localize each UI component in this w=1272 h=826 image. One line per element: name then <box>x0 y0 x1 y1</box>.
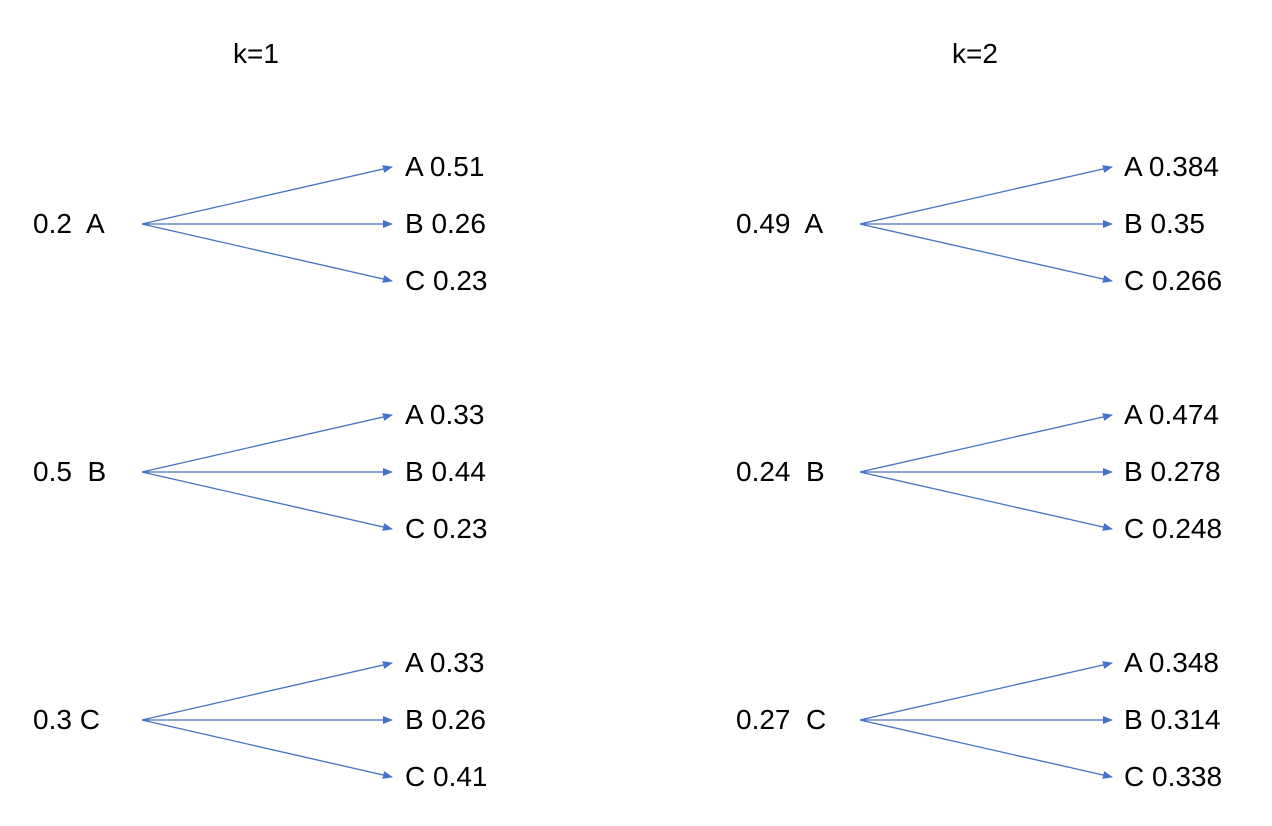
target-label: C 0.248 <box>1124 513 1223 544</box>
target-label: A 0.51 <box>405 151 485 182</box>
arrow-k1-a-to-a <box>141 165 393 225</box>
target-label: C 0.41 <box>405 761 488 792</box>
arrow-k2-b-to-a <box>859 413 1113 473</box>
arrow-k1-c-to-a <box>141 661 393 721</box>
target-label: C 0.23 <box>405 265 488 296</box>
target-label: C 0.266 <box>1124 265 1223 296</box>
arrow-k1-a-to-c <box>141 223 393 283</box>
target-label: A 0.348 <box>1124 647 1219 678</box>
target-label: A 0.384 <box>1124 151 1219 182</box>
source-label: 0.2 A <box>33 208 105 239</box>
target-label: A 0.33 <box>405 399 485 430</box>
group-k2-c-arrows <box>859 661 1113 779</box>
group-k2-a-arrows <box>859 165 1113 283</box>
target-label: B 0.314 <box>1124 704 1221 735</box>
panel-k2-arrows <box>859 165 1113 779</box>
source-label: 0.49 A <box>736 208 824 239</box>
group-k1-c-arrows <box>141 661 393 779</box>
target-label: C 0.338 <box>1124 761 1223 792</box>
group-k1-b-arrows <box>141 413 393 531</box>
arrow-k1-b-to-c <box>141 471 393 531</box>
target-label: B 0.26 <box>405 704 486 735</box>
target-label: C 0.23 <box>405 513 488 544</box>
group-k1-a-arrows <box>141 165 393 283</box>
group-k2-b-arrows <box>859 413 1113 531</box>
target-label: A 0.474 <box>1124 399 1219 430</box>
arrow-k2-a-to-a <box>859 165 1113 225</box>
target-label: B 0.278 <box>1124 456 1221 487</box>
target-label: A 0.33 <box>405 647 485 678</box>
panel-k1-arrows <box>141 165 393 779</box>
arrow-k2-c-to-a <box>859 661 1113 721</box>
source-label: 0.27 C <box>736 704 827 735</box>
arrow-k2-c-to-c <box>859 719 1113 779</box>
arrow-k1-c-to-c <box>141 719 393 779</box>
source-label: 0.3 C <box>33 704 100 735</box>
target-label: B 0.44 <box>405 456 486 487</box>
arrow-k1-b-to-a <box>141 413 393 473</box>
arrow-k2-b-to-c <box>859 471 1113 531</box>
arrow-k2-a-to-c <box>859 223 1113 283</box>
panel-heading: k=2 <box>952 38 998 69</box>
target-label: B 0.26 <box>405 208 486 239</box>
target-label: B 0.35 <box>1124 208 1205 239</box>
panel-heading: k=1 <box>233 38 279 69</box>
source-label: 0.24 B <box>736 456 825 487</box>
source-label: 0.5 B <box>33 456 107 487</box>
